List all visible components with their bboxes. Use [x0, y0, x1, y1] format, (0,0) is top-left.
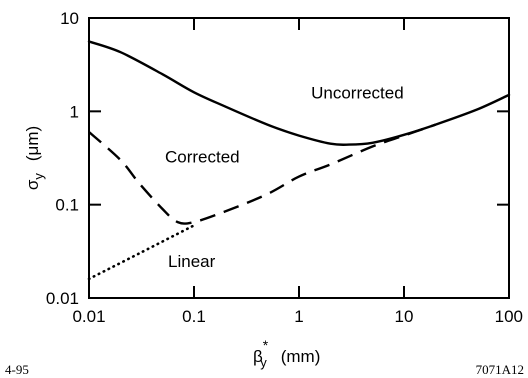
plot-frame	[88, 17, 510, 299]
series-corrected-label: Corrected	[165, 147, 240, 166]
data-curves	[87, 40, 511, 281]
x-axis-subscript: y	[260, 355, 267, 370]
series-uncorrected-label: Uncorrected	[311, 83, 404, 102]
x-tick-label: 100	[495, 307, 523, 326]
axis-tick-labels: 0.01 0.1 1 10 100 0.01 0.1 1 10	[46, 9, 523, 326]
x-tick-label: 0.01	[72, 307, 105, 326]
series-linear-line	[87, 224, 196, 281]
x-axis-superscript: *	[263, 337, 269, 353]
figure-code: 7071A12	[476, 362, 524, 377]
series-uncorrected-line	[87, 40, 511, 146]
x-axis-unit: (mm)	[281, 347, 321, 366]
curve-labels: Uncorrected Corrected Linear	[165, 83, 404, 271]
series-corrected-line	[88, 123, 437, 225]
x-tick-label: 1	[294, 307, 303, 326]
x-tick-label: 0.1	[182, 307, 206, 326]
x-tick-label: 10	[395, 307, 414, 326]
y-tick-label: 1	[70, 102, 79, 121]
x-axis-label: β* y (mm)	[253, 337, 320, 370]
y-axis-subscript: y	[31, 173, 46, 180]
axis-ticks	[88, 17, 510, 299]
y-axis-label: σy (μm)	[23, 126, 46, 190]
series-linear-label: Linear	[168, 252, 216, 271]
y-axis-unit: (μm)	[23, 126, 42, 161]
figure-date: 4-95	[5, 362, 29, 377]
y-tick-label: 0.01	[46, 289, 79, 308]
y-tick-label: 10	[60, 9, 79, 28]
y-tick-label: 0.1	[55, 196, 79, 215]
x-axis-symbol: β	[253, 347, 263, 366]
y-axis-symbol: σ	[23, 179, 42, 190]
